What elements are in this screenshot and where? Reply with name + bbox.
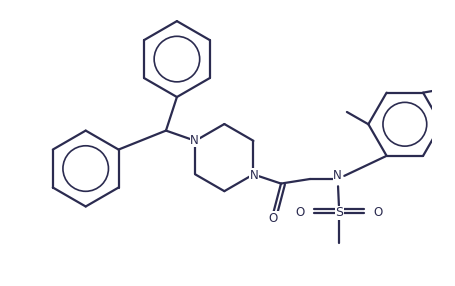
Text: N: N xyxy=(249,169,258,182)
Text: O: O xyxy=(373,206,382,219)
Text: O: O xyxy=(295,206,304,219)
Text: O: O xyxy=(268,212,278,225)
Text: S: S xyxy=(334,206,343,219)
Text: N: N xyxy=(333,169,341,182)
Text: N: N xyxy=(190,134,198,147)
